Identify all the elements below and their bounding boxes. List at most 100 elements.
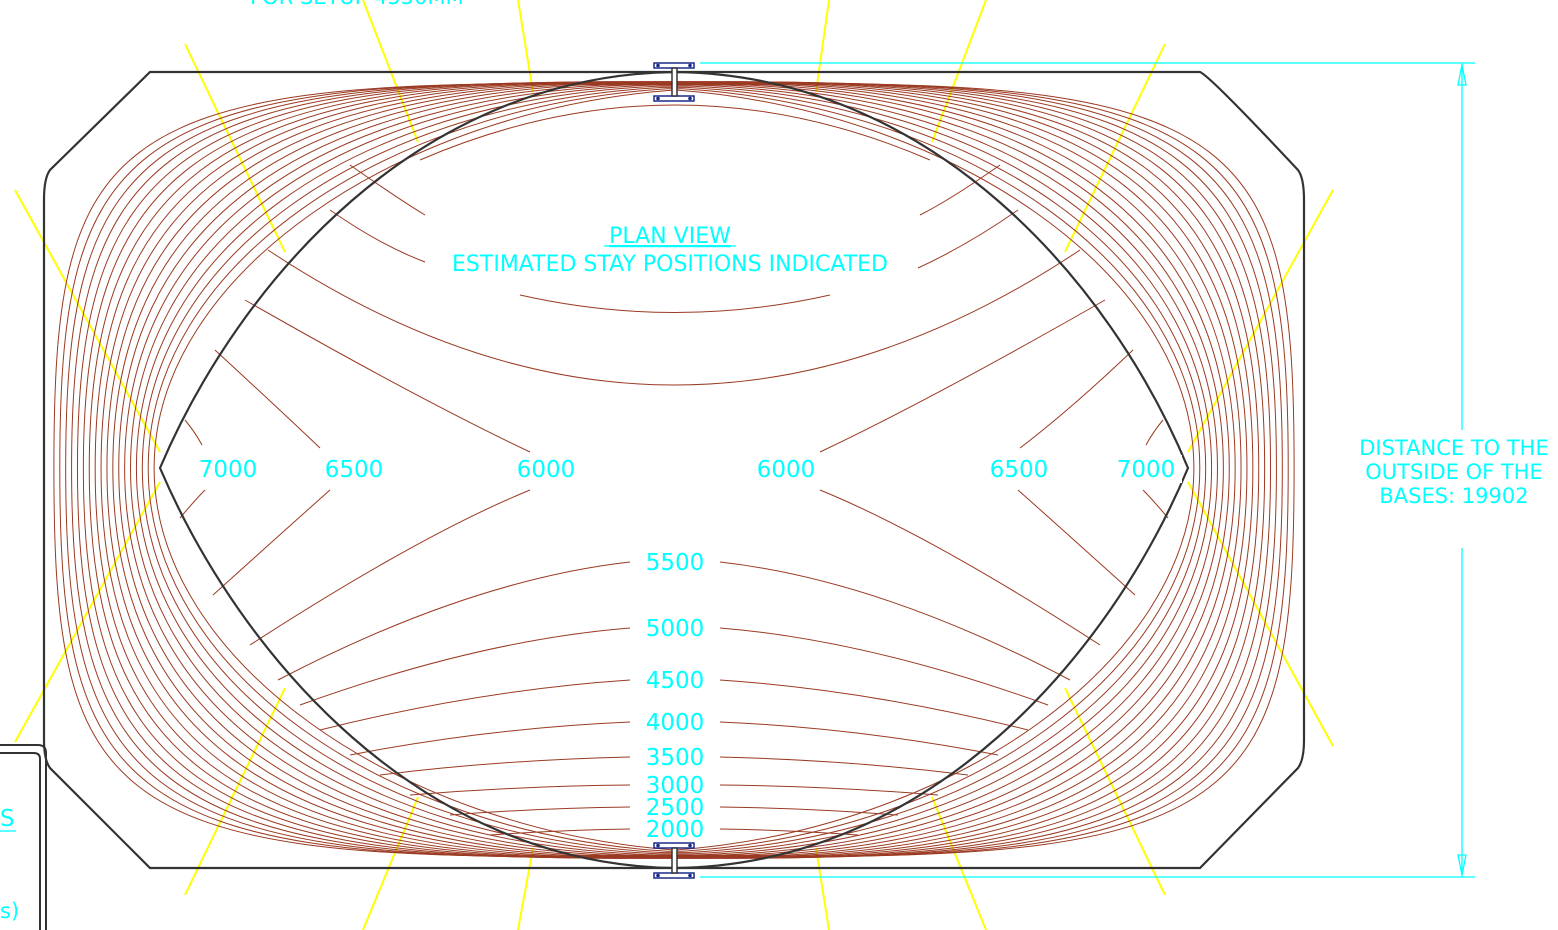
contour-label-3000: 3000 <box>646 773 705 799</box>
contour-arc <box>519 294 831 313</box>
contour-arc <box>249 489 531 646</box>
contour-band <box>147 88 1201 852</box>
contour-arc <box>719 561 1071 681</box>
base-post-top <box>653 62 695 102</box>
label-backdrop <box>983 455 1055 483</box>
contour-arc <box>449 806 631 816</box>
bolt <box>656 96 660 101</box>
contour-label-right-6500: 6500 <box>990 457 1049 483</box>
label-backdrop <box>750 455 822 483</box>
top-clipped-label: FOR SETUP 4550MM <box>250 0 464 9</box>
lens-boundary <box>158 70 1190 870</box>
contour-arc <box>719 784 939 796</box>
stay-line <box>815 0 830 93</box>
contour-arc <box>917 209 1019 269</box>
label-backdrop <box>1110 455 1182 483</box>
contour-arc <box>719 806 899 816</box>
contour-arc <box>719 679 1029 731</box>
contour-label-left-7000: 7000 <box>199 457 258 483</box>
side-box-text-2: s) <box>0 899 19 923</box>
contour-band <box>153 89 1195 851</box>
side-box-text-1: S <box>0 806 15 832</box>
stay-line <box>517 847 534 930</box>
interior-contours <box>179 104 1169 836</box>
base-post-bottom <box>653 842 695 879</box>
contour-label-2000: 2000 <box>646 817 705 843</box>
contour-band <box>76 81 1272 859</box>
contour-arc <box>349 164 426 216</box>
side-box-inner <box>0 752 41 930</box>
contour-band <box>100 81 1248 859</box>
contour-label-right-6000: 6000 <box>757 457 816 483</box>
side-box-outer <box>0 744 47 930</box>
contour-label-3500: 3500 <box>646 745 705 771</box>
contour-arc <box>1145 419 1164 446</box>
contour-arc <box>319 679 631 731</box>
stay-line <box>815 847 830 930</box>
label-backdrop <box>510 455 582 483</box>
stay-line <box>14 189 161 453</box>
stay-line <box>1187 481 1334 747</box>
contour-arc <box>267 249 1081 386</box>
outer-boundary <box>42 70 1306 870</box>
contour-label-4500: 4500 <box>646 668 705 694</box>
contour-arc <box>919 164 1001 216</box>
contour-band <box>71 81 1277 859</box>
label-backdrop <box>318 455 390 483</box>
contour-arc <box>179 489 206 519</box>
stay-line <box>14 481 161 743</box>
contour-band <box>106 81 1242 859</box>
contour-arc <box>419 104 931 161</box>
contour-band <box>59 82 1289 858</box>
contour-band <box>112 82 1236 858</box>
contour-arc <box>299 627 631 706</box>
contour-arc <box>244 299 531 453</box>
contour-arc <box>819 489 1101 646</box>
side-legend-box: S s) <box>0 744 47 930</box>
bolt <box>656 873 660 878</box>
dimension-label-1: DISTANCE TO THE <box>1359 436 1549 460</box>
stay-line <box>517 0 534 93</box>
contour-arc <box>1017 489 1136 596</box>
contour-arc <box>214 349 321 449</box>
contour-band <box>53 83 1295 857</box>
contour-band <box>130 84 1218 856</box>
contour-arc <box>719 828 859 836</box>
bolt <box>656 63 660 68</box>
base-stem <box>671 847 678 874</box>
contour-label-column: 5500 5000 4500 4000 3500 3000 2500 2000 <box>646 550 705 843</box>
dimension-label-3: BASES: 19902 <box>1379 484 1528 508</box>
contour-band <box>65 82 1283 858</box>
bolt <box>688 63 692 68</box>
contour-band <box>82 81 1266 859</box>
contour-arc <box>329 209 426 263</box>
contour-arc <box>1019 349 1134 449</box>
dimension-arrow-down <box>1457 854 1467 876</box>
contour-arc <box>349 721 631 756</box>
contour-label-left-6500: 6500 <box>325 457 384 483</box>
contour-arc <box>719 756 969 776</box>
contour-lines <box>53 81 1295 859</box>
plan-view-subtitle: ESTIMATED STAY POSITIONS INDICATED <box>452 252 888 277</box>
contour-arc <box>277 561 631 681</box>
contour-label-2500: 2500 <box>646 795 705 821</box>
bolt <box>688 873 692 878</box>
contour-arc <box>379 756 631 776</box>
contour-label-right-7000: 7000 <box>1117 457 1176 483</box>
bolt <box>688 96 692 101</box>
contour-band <box>94 81 1254 859</box>
contour-label-5000: 5000 <box>646 616 705 642</box>
contour-arc <box>719 721 999 756</box>
bolt <box>656 843 660 848</box>
stay-line <box>931 796 987 930</box>
dimension-label-2: OUTSIDE OF THE <box>1365 460 1543 484</box>
stay-line <box>1064 687 1166 896</box>
stay-line <box>362 796 419 930</box>
contour-arc <box>489 828 631 836</box>
contour-arc <box>719 627 1049 706</box>
contour-band <box>124 83 1224 857</box>
contour-label-4000: 4000 <box>646 710 705 736</box>
contour-band <box>141 86 1207 854</box>
dimension-arrow-up <box>1457 64 1467 86</box>
